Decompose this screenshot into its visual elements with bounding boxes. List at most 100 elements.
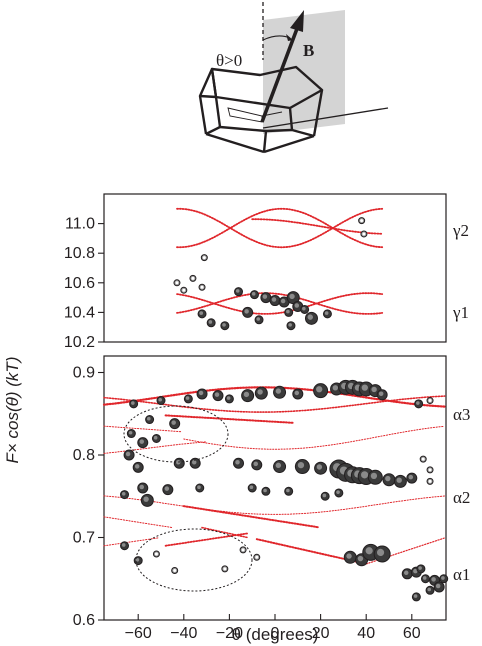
data-point-l69 (416, 564, 426, 574)
data-point-l30 (251, 459, 263, 471)
data-point-u1 (360, 230, 368, 238)
data-point-l72 (433, 581, 445, 593)
data-point-l6 (241, 389, 255, 403)
data-point-l70 (420, 574, 430, 584)
data-point-l9 (292, 388, 304, 400)
data-point-l26 (132, 461, 144, 473)
data-point-l19 (426, 397, 434, 405)
data-point-l63 (343, 550, 357, 564)
data-point-l44 (426, 477, 434, 485)
data-point-l8 (273, 385, 287, 399)
data-point-u16 (242, 306, 254, 318)
upper-y-tick-label: 10.4 (64, 304, 95, 321)
data-point-l40 (382, 473, 396, 487)
hexagonal-crystal (198, 65, 324, 154)
band-curve-u1 (176, 207, 384, 249)
data-point-l52 (261, 486, 271, 496)
data-point-l0 (129, 399, 139, 409)
band-label-gamma2: γ2 (452, 221, 469, 240)
data-point-l64 (355, 553, 369, 567)
data-point-l23 (151, 434, 161, 443)
lower-y-tick-label: 0.9 (73, 365, 95, 382)
upper-y-tick-label: 11.0 (65, 216, 95, 233)
data-point-l45 (419, 455, 427, 463)
data-point-l21 (169, 418, 181, 430)
data-point-l7 (254, 386, 268, 400)
band-curve-l2 (164, 414, 294, 424)
data-point-l46 (120, 490, 130, 500)
data-point-l49 (162, 484, 174, 496)
data-point-u7 (234, 287, 244, 297)
data-point-l20 (145, 415, 155, 425)
data-point-u10 (269, 295, 281, 307)
data-point-l32 (294, 459, 310, 475)
lower-curves (102, 386, 446, 565)
data-point-l75 (411, 592, 421, 602)
lower-y-tick-label: 0.8 (73, 447, 95, 464)
data-point-l18 (414, 399, 424, 409)
band-label-gamma1: γ1 (452, 303, 469, 322)
x-tick-label: −20 (216, 625, 243, 642)
data-point-l62 (253, 553, 261, 561)
band-label-alpha2: α2 (453, 488, 470, 507)
base-line (262, 107, 389, 129)
data-point-l57 (133, 556, 143, 566)
data-point-l59 (171, 567, 179, 574)
lower-y-tick-label: 0.6 (73, 612, 95, 629)
data-point-l61 (221, 565, 229, 573)
data-point-l4 (212, 390, 224, 402)
lower-panel: 0.6 0.7 0.8 0.9 −60 −40 −20 0 20 40 60 α3 α2 α1 (73, 355, 470, 642)
y-axis-title: F× cos(θ) (kT) (3, 357, 22, 464)
data-point-l2 (183, 394, 193, 404)
band-curve-u3 (176, 292, 384, 315)
data-point-l60 (239, 546, 247, 554)
data-point-l74 (439, 574, 449, 584)
data-point-u6 (180, 286, 188, 294)
data-point-u18 (197, 309, 207, 319)
upper-points (173, 217, 368, 331)
lower-y-tick-label: 0.7 (73, 530, 95, 547)
data-point-l43 (426, 466, 434, 474)
angle-label: θ>0 (216, 51, 242, 70)
data-point-l29 (233, 457, 245, 469)
upper-y-ticks: 10.2 10.4 10.6 10.8 11.0 (64, 216, 104, 351)
data-point-l3 (196, 388, 208, 400)
data-point-u4 (189, 274, 197, 282)
data-point-u21 (220, 321, 230, 331)
data-point-u23 (322, 309, 332, 319)
x-ticks: −60 −40 −20 0 20 40 60 (125, 614, 421, 642)
data-point-l54 (320, 491, 330, 501)
data-point-l53 (284, 486, 294, 496)
band-curve-l6 (103, 495, 446, 515)
data-point-l55 (334, 488, 344, 498)
data-point-l58 (152, 550, 160, 558)
band-curve-l11 (103, 537, 160, 547)
band-curve-l8 (103, 516, 173, 528)
upper-y-tick-label: 10.8 (64, 245, 95, 262)
x-tick-label: 40 (357, 625, 375, 642)
x-tick-label: 60 (403, 625, 421, 642)
data-point-u14 (300, 304, 310, 314)
data-point-l73 (425, 585, 435, 595)
highlight-ellipse-lower (135, 528, 253, 592)
band-curve-l10 (201, 526, 248, 539)
band-curve-l7 (182, 505, 321, 529)
data-point-l17 (376, 389, 388, 401)
x-axis-title: θ (degrees) (232, 625, 319, 644)
data-point-u11 (278, 296, 290, 308)
data-point-l51 (247, 483, 257, 493)
band-curve-l3 (103, 425, 183, 433)
data-point-l50 (195, 483, 205, 493)
band-curve-l5 (103, 441, 208, 454)
band-label-alpha1: α1 (453, 565, 470, 584)
orientation-diagram: θ>0 B (198, 2, 389, 154)
upper-y-tick-label: 10.6 (64, 275, 95, 292)
upper-panel: 10.2 10.4 10.6 10.8 11.0 γ2 γ1 (64, 193, 469, 351)
band-curve-l9 (164, 532, 249, 547)
data-point-l28 (189, 457, 201, 469)
data-point-l67 (401, 568, 413, 580)
x-tick-label: 0 (271, 625, 280, 642)
lower-points (120, 379, 449, 602)
data-point-u8 (249, 290, 259, 300)
